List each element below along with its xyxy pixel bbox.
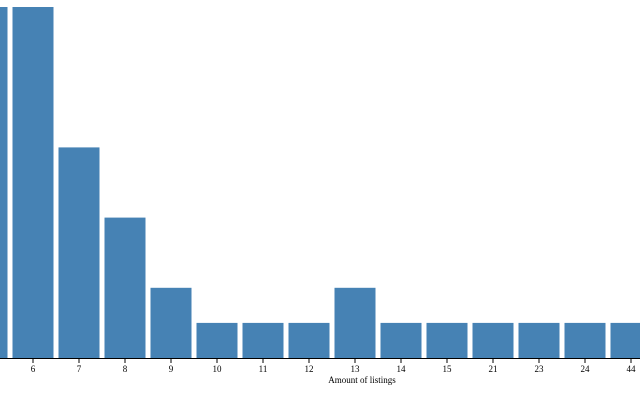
bar <box>472 322 514 358</box>
x-tick-label: 24 <box>581 364 591 374</box>
bar <box>564 322 606 358</box>
bar <box>104 217 146 358</box>
x-tick-label: 8 <box>123 364 128 374</box>
bar <box>196 322 238 358</box>
bar <box>12 7 54 358</box>
bar <box>150 287 192 358</box>
x-tick-label: 23 <box>535 364 545 374</box>
x-tick-label: 6 <box>31 364 36 374</box>
bar <box>334 287 376 358</box>
bar <box>58 147 100 358</box>
x-tick-label: 10 <box>213 364 223 374</box>
x-tick-label: 44 <box>627 364 637 374</box>
x-tick-label: 7 <box>77 364 82 374</box>
x-tick-label: 15 <box>443 364 453 374</box>
x-tick-label: 12 <box>305 364 314 374</box>
bar <box>426 322 468 358</box>
x-tick-label: 14 <box>397 364 407 374</box>
bar <box>610 322 640 358</box>
x-tick-label: 11 <box>259 364 268 374</box>
bar <box>0 7 8 358</box>
x-axis-label: Amount of listings <box>328 375 396 385</box>
bar <box>242 322 284 358</box>
bar <box>288 322 330 358</box>
x-tick-label: 9 <box>169 364 174 374</box>
x-tick-label: 21 <box>489 364 498 374</box>
bar <box>380 322 422 358</box>
bar <box>518 322 560 358</box>
x-tick-label: 13 <box>351 364 361 374</box>
